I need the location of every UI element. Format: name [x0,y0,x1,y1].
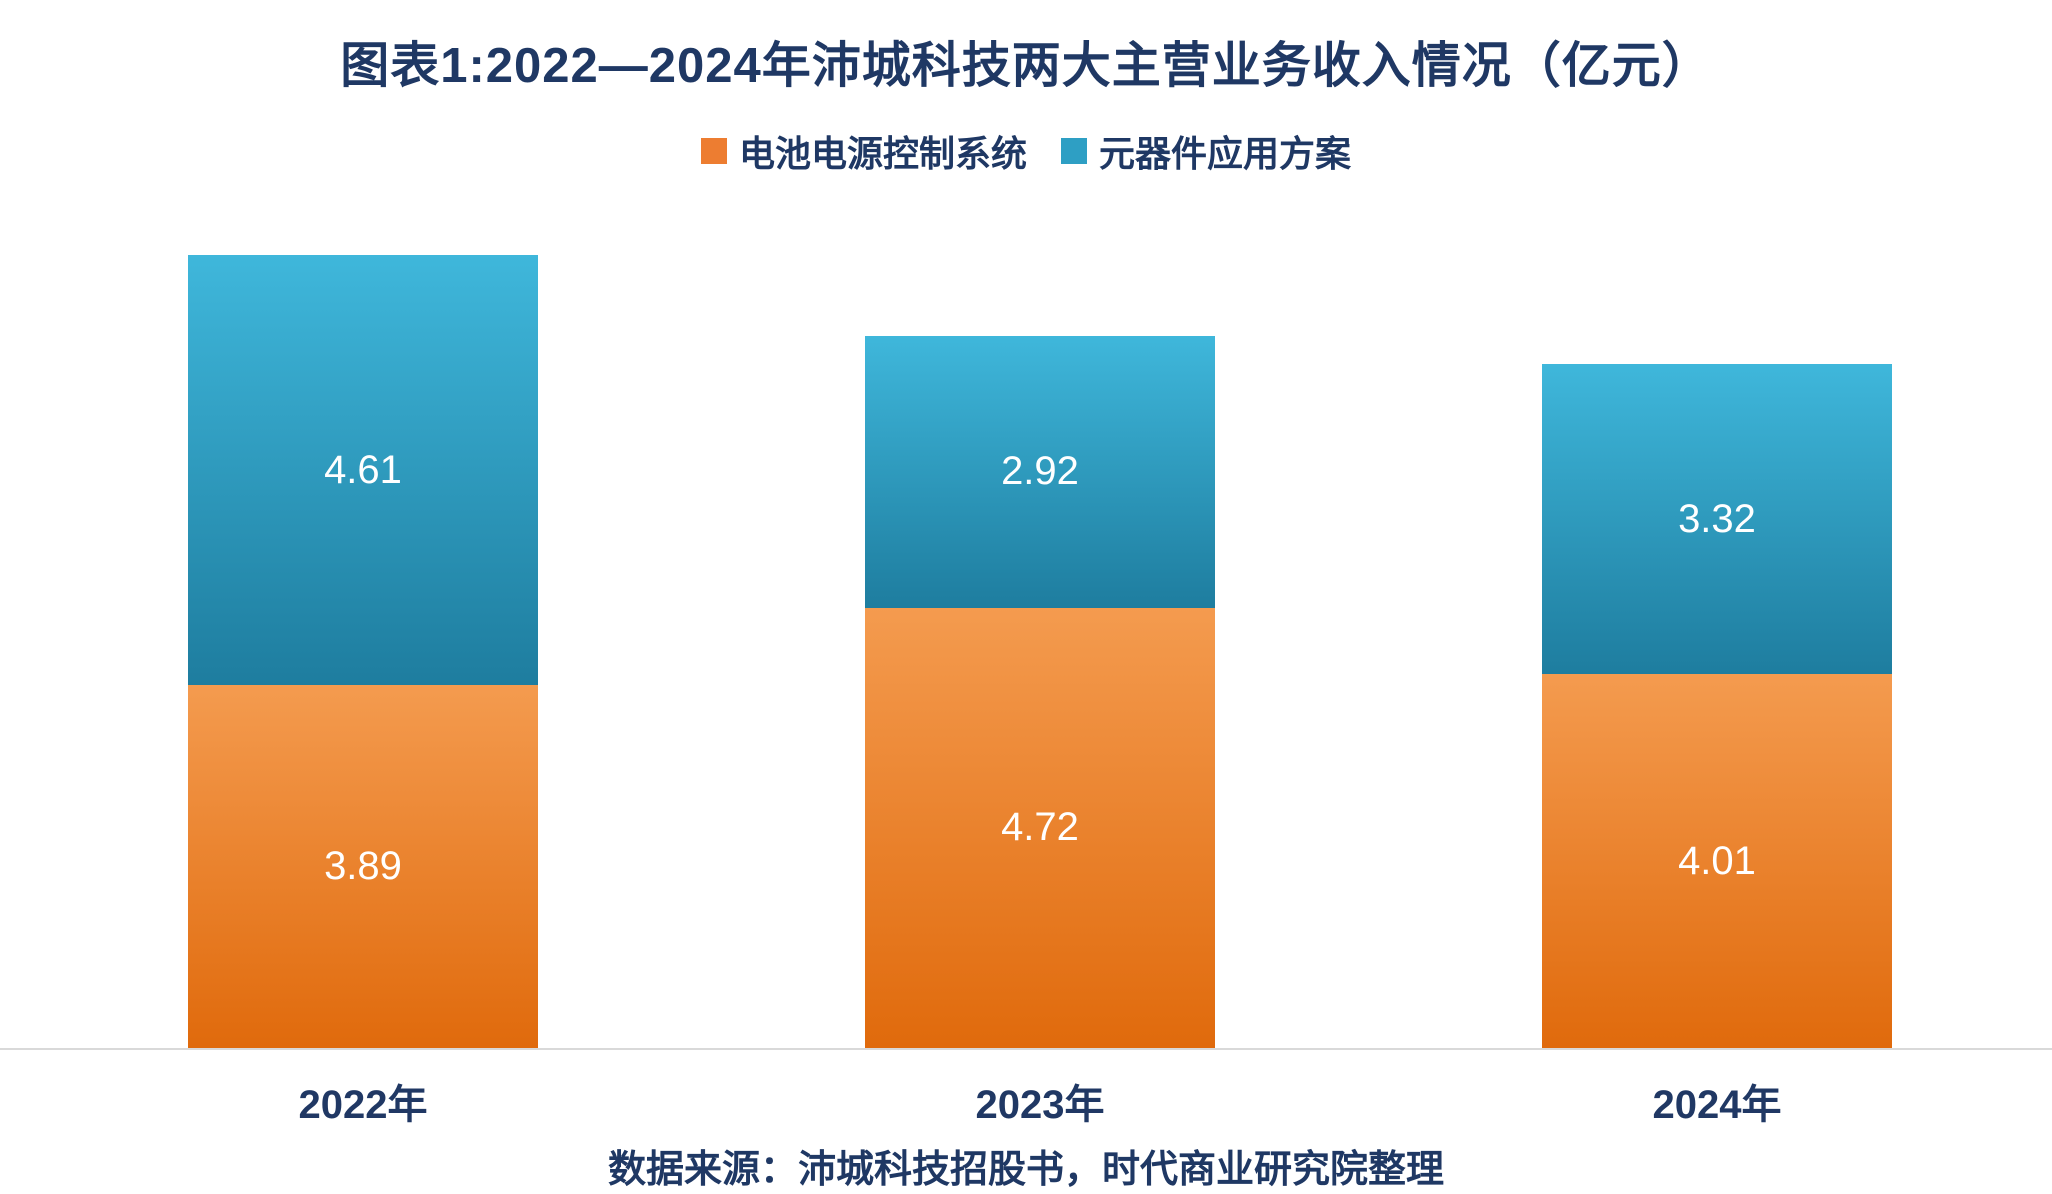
bar-segment-电池电源控制系统: 4.72 [865,607,1215,1048]
x-axis-line [0,1048,2052,1050]
data-label: 3.32 [1678,496,1756,541]
bar-2024年: 3.32 4.01 [1542,364,1892,1048]
legend-label: 电池电源控制系统 [738,133,1027,174]
legend-swatch-icon [1061,138,1087,164]
data-label: 4.01 [1678,838,1756,883]
legend-item-1: 元器件应用方案 [1061,125,1351,177]
legend-swatch-icon [700,138,727,164]
x-axis-label: 2023年 [975,1083,1105,1127]
legend-item-0: 电池电源控制系统 [700,125,1027,177]
legend: 电池电源控制系统 元器件应用方案 [0,125,2052,177]
x-axis-label: 2022年 [298,1083,428,1127]
bar-2023年: 2.92 4.72 [865,335,1215,1048]
data-label: 4.72 [1001,805,1079,850]
x-axis-labels: 2022年 2023年 2024年 [0,1072,2052,1130]
data-label: 3.89 [324,844,402,889]
data-label: 4.61 [324,447,402,492]
bar-segment-元器件应用方案: 2.92 [865,335,1215,608]
legend-label: 元器件应用方案 [1099,133,1352,174]
chart-title: 图表1:2022—2024年沛城科技两大主营业务收入情况（亿元） [340,39,1712,93]
bar-segment-电池电源控制系统: 4.01 [1542,674,1892,1048]
x-axis-label: 2024年 [1652,1083,1782,1127]
plot-area: 4.61 3.89 2.92 4.72 3.32 4.01 [0,190,2052,1048]
bar-2022年: 4.61 3.89 [188,255,538,1048]
bar-segment-电池电源控制系统: 3.89 [188,685,538,1048]
source-note: 数据来源：沛城科技招股书，时代商业研究院整理 [607,1149,1444,1191]
data-label: 2.92 [1001,449,1079,494]
bar-segment-元器件应用方案: 3.32 [1542,364,1892,675]
bar-segment-元器件应用方案: 4.61 [188,255,538,686]
